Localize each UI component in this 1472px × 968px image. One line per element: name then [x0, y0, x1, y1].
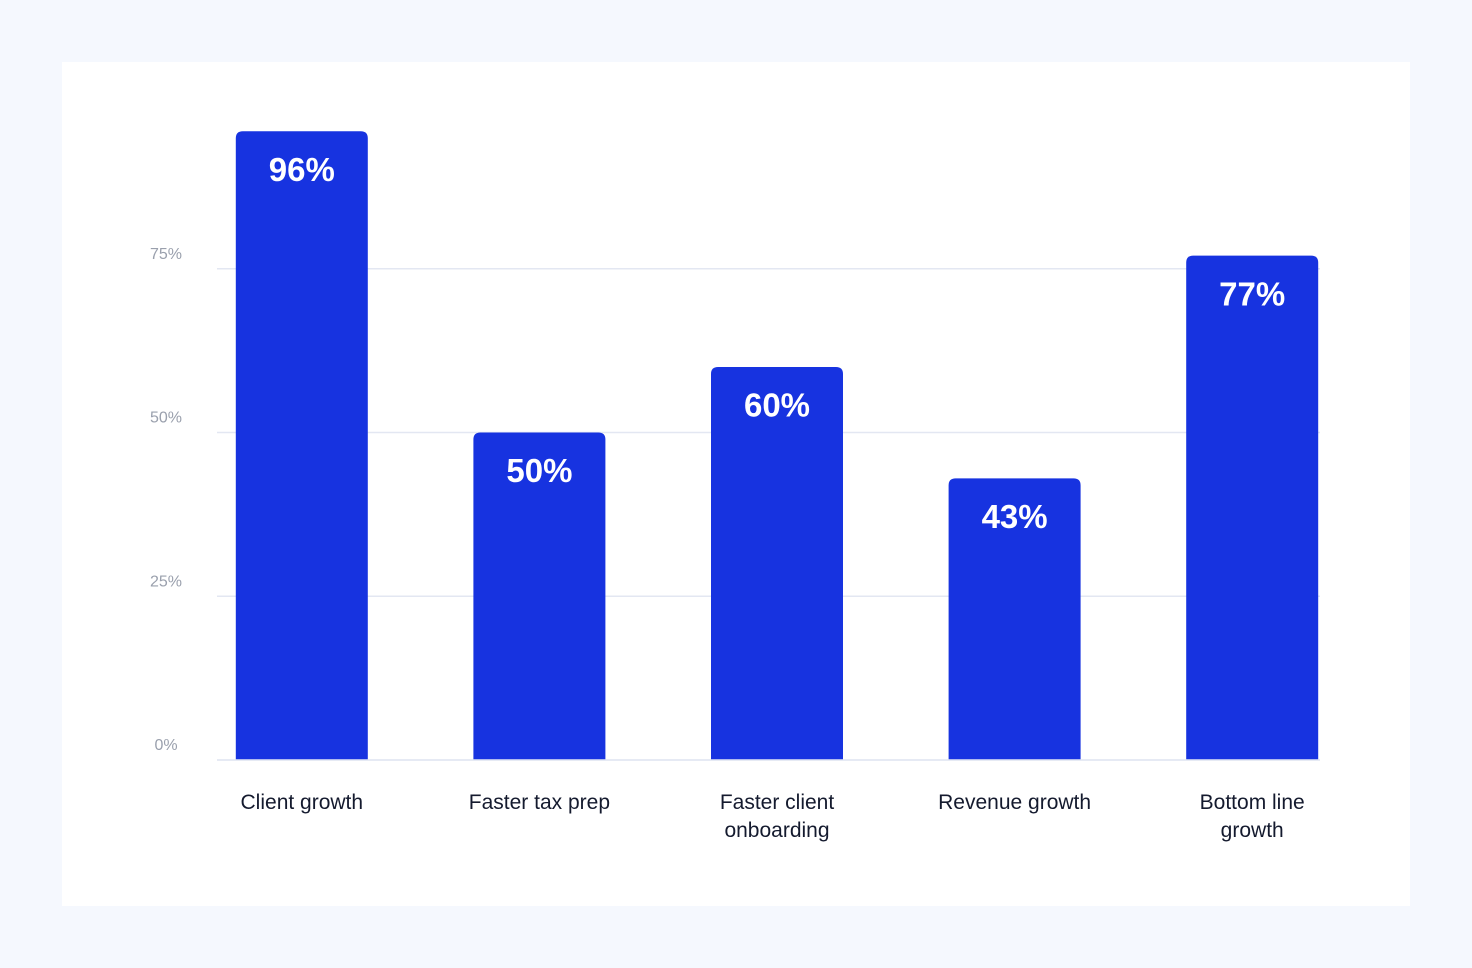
value-label: 43%: [982, 498, 1048, 535]
value-label: 77%: [1219, 275, 1285, 312]
bar: [948, 478, 1081, 760]
value-label: 50%: [506, 452, 572, 489]
bar: [1186, 255, 1319, 760]
x-tick-label: Bottom line growth: [1199, 791, 1305, 842]
bar: [711, 367, 843, 760]
y-tick-label: 0%: [154, 737, 177, 754]
y-tick-label: 25%: [150, 573, 182, 590]
bar: [473, 432, 606, 760]
bar: [235, 131, 368, 760]
x-tick-label: Client growth: [240, 791, 364, 814]
y-tick-label: 50%: [150, 410, 182, 427]
x-tick-label: Faster tax prep: [468, 791, 610, 814]
y-tick-label: 75%: [150, 246, 182, 263]
value-label: 60%: [744, 387, 810, 424]
x-tick-label: Revenue growth: [938, 791, 1092, 814]
x-tick-label: Faster client onboarding: [719, 791, 835, 842]
value-label: 96%: [269, 151, 335, 188]
